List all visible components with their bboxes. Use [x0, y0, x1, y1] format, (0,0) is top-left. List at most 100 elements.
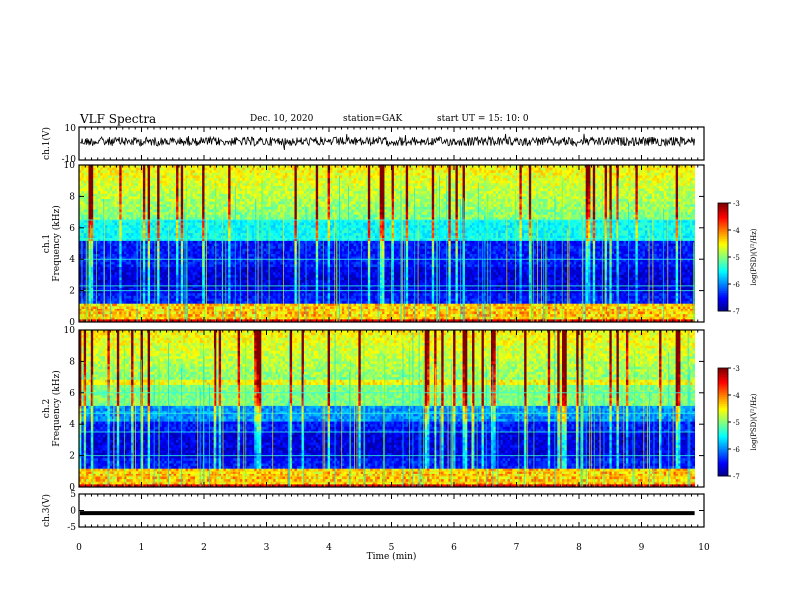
spectrogram-cell — [178, 173, 181, 176]
spectrogram-cell — [245, 189, 248, 192]
spectrogram-cell — [122, 283, 125, 286]
spectrogram-cell — [207, 170, 210, 173]
spectrogram-cell — [259, 314, 262, 317]
spectrogram-cell — [207, 254, 210, 257]
spectrogram-cell — [150, 209, 153, 212]
spectrogram-cell — [122, 296, 125, 299]
spectrogram-cell — [129, 212, 132, 215]
spectrogram-cell — [212, 280, 215, 283]
spectrogram-cell — [212, 275, 215, 278]
spectrogram-cell — [247, 181, 250, 184]
spectrogram-cell — [157, 228, 160, 231]
spectrogram-cell — [133, 296, 136, 299]
spectrogram-cell — [133, 228, 136, 231]
spectrogram-cell — [148, 244, 151, 247]
spectrogram-cell — [212, 225, 215, 228]
spectrogram-cell — [214, 312, 217, 315]
spectrogram-cell — [202, 191, 205, 194]
spectrogram-cell — [226, 241, 229, 244]
spectrogram-cell — [93, 283, 96, 286]
spectrogram-cell — [162, 314, 165, 317]
spectrogram-cell — [115, 196, 118, 199]
spectrogram-cell — [155, 196, 158, 199]
spectrogram-cell — [228, 181, 231, 184]
spectrogram-cell — [231, 189, 234, 192]
spectrogram-cell — [245, 312, 248, 315]
spectrogram-cell — [105, 199, 108, 202]
spectrogram-cell — [176, 204, 179, 207]
spectrogram-cell — [124, 296, 127, 299]
spectrogram-cell — [178, 267, 181, 270]
spectrogram-cell — [242, 244, 245, 247]
spectrogram-cell — [228, 246, 231, 249]
spectrogram-cell — [238, 207, 241, 210]
spectrogram-cell — [242, 175, 245, 178]
spectrogram-cell — [193, 312, 196, 315]
spectrogram-cell — [174, 196, 177, 199]
spectrogram-cell — [112, 270, 115, 273]
spectrogram-cell — [141, 170, 144, 173]
spectrogram-cell — [195, 264, 198, 267]
spectrogram-cell — [155, 207, 158, 210]
spectrogram-cell — [129, 223, 132, 226]
spectrogram-cell — [105, 230, 108, 233]
spectrogram-cell — [117, 207, 120, 210]
spectrogram-cell — [157, 262, 160, 265]
spectrogram-cell — [148, 204, 151, 207]
spectrogram-cell — [167, 173, 170, 176]
spectrogram-cell — [193, 296, 196, 299]
spectrogram-cell — [242, 262, 245, 265]
spectrogram-cell — [223, 189, 226, 192]
spectrogram-cell — [112, 230, 115, 233]
spectrogram-cell — [96, 236, 99, 239]
spectrogram-cell — [96, 196, 99, 199]
spectrogram-cell — [178, 199, 181, 202]
spectrogram-cell — [219, 178, 222, 181]
spectrogram-cell — [249, 178, 252, 181]
spectrogram-cell — [91, 204, 94, 207]
spectrogram-cell — [148, 236, 151, 239]
spectrogram-cell — [117, 168, 120, 171]
spectrogram-cell — [91, 196, 94, 199]
spectrogram-cell — [133, 207, 136, 210]
spectrogram-cell — [266, 173, 269, 176]
spectrogram-cell — [157, 170, 160, 173]
spectrogram-cell — [117, 183, 120, 186]
spectrogram-cell — [235, 251, 238, 254]
spectrogram-cell — [117, 246, 120, 249]
spectrogram-cell — [259, 204, 262, 207]
spectrogram-cell — [88, 236, 91, 239]
spectrogram-cell — [112, 212, 115, 215]
spectrogram-cell — [112, 194, 115, 197]
spectrogram-cell — [207, 264, 210, 267]
spectrogram-cell — [264, 194, 267, 197]
spectrogram-cell — [164, 244, 167, 247]
spectrogram-cell — [228, 178, 231, 181]
spectrogram-cell — [143, 202, 146, 205]
spectrogram-cell — [93, 204, 96, 207]
spectrogram-cell — [131, 215, 134, 218]
spectrogram-cell — [117, 175, 120, 178]
spectrogram-cell — [133, 175, 136, 178]
spectrogram-cell — [131, 230, 134, 233]
spectrogram-cell — [245, 181, 248, 184]
spectrogram-cell — [242, 204, 245, 207]
spectrogram-cell — [126, 244, 129, 247]
spectrogram-cell — [129, 264, 132, 267]
spectrogram-cell — [91, 175, 94, 178]
spectrogram-cell — [119, 278, 122, 281]
spectrogram-cell — [91, 272, 94, 275]
spectrogram-cell — [157, 283, 160, 286]
spectrogram-cell — [148, 209, 151, 212]
spectrogram-cell — [152, 173, 155, 176]
spectrogram-cell — [226, 178, 229, 181]
spectrogram-cell — [200, 241, 203, 244]
spectrogram-cell — [214, 298, 217, 301]
spectrogram-cell — [188, 189, 191, 192]
spectrogram-cell — [245, 275, 248, 278]
spectrogram-cell — [212, 202, 215, 205]
spectrogram-cell — [252, 312, 255, 315]
spectrogram-cell — [252, 223, 255, 226]
spectrogram-cell — [174, 181, 177, 184]
spectrogram-cell — [133, 270, 136, 273]
